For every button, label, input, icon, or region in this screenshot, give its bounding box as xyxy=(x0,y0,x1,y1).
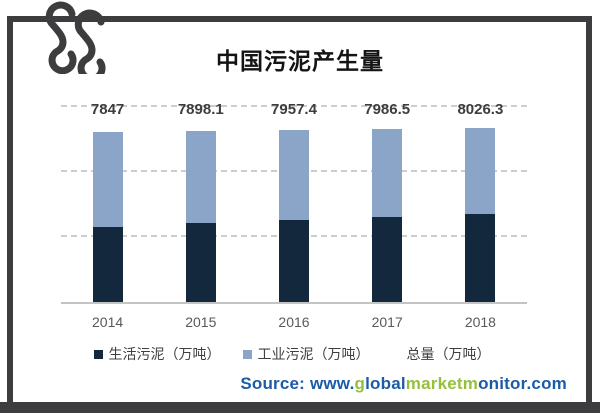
legend: 生活污泥（万吨） 工业污泥（万吨） 总量（万吨） xyxy=(0,344,592,364)
legend-label-2: 总量（万吨） xyxy=(406,346,491,362)
bar-segment-domestic-2015 xyxy=(185,222,216,302)
bar-segment-industrial-2014 xyxy=(92,131,123,227)
bar-segment-domestic-2014 xyxy=(92,226,123,302)
legend-swatch-1 xyxy=(242,349,252,359)
source-segment-1: g xyxy=(354,374,366,393)
chart-title: 中国污泥产生量 xyxy=(216,48,384,74)
total-label-2016: 7957.4 xyxy=(271,101,317,118)
bar-2018 xyxy=(465,128,496,302)
source-segment-0: Source: www. xyxy=(240,374,355,393)
x-axis-line xyxy=(61,302,527,304)
total-label-2018: 8026.3 xyxy=(457,101,504,118)
x-tick-label-2016: 2016 xyxy=(278,314,310,330)
bar-2017 xyxy=(372,128,403,302)
source-segment-2: lobal xyxy=(365,374,406,393)
legend-item-0: 生活污泥（万吨） xyxy=(93,344,221,364)
bar-2015 xyxy=(185,130,216,302)
total-label-2014: 7847 xyxy=(90,101,125,118)
bar-segment-domestic-2017 xyxy=(372,216,403,302)
bar-2014 xyxy=(92,131,123,302)
bar-2016 xyxy=(279,129,309,302)
x-tick-label-2018: 2018 xyxy=(464,314,496,330)
bar-segment-industrial-2018 xyxy=(465,128,496,214)
bar-segment-industrial-2016 xyxy=(279,129,309,220)
x-tick-label-2017: 2017 xyxy=(371,314,403,330)
x-tick-label-2014: 2014 xyxy=(92,314,124,330)
binder-hooks-icon xyxy=(45,1,106,74)
gridline-9000 xyxy=(61,105,527,107)
legend-label-0: 生活污泥（万吨） xyxy=(108,346,221,362)
source-line: Source: www.globalmarketmonitor.com xyxy=(240,374,567,394)
total-label-2017: 7986.5 xyxy=(364,101,411,118)
total-label-2015: 7898.1 xyxy=(177,101,224,118)
legend-item-1: 工业污泥（万吨） xyxy=(242,344,370,364)
plot-area: 7847 2014 7898.1 2015 7957.4 2016 7986.5 2017 80… xyxy=(61,101,527,330)
source-segment-5: onitor.com xyxy=(478,374,567,393)
bar-segment-domestic-2018 xyxy=(465,213,496,302)
legend-swatch-0 xyxy=(93,349,103,359)
bottom-border-bar xyxy=(0,402,600,413)
bar-segment-domestic-2016 xyxy=(279,219,309,302)
bar-segment-industrial-2015 xyxy=(185,130,216,223)
x-tick-label-2015: 2015 xyxy=(185,314,217,330)
bar-segment-industrial-2017 xyxy=(372,128,403,217)
source-segment-4: m xyxy=(462,374,479,393)
legend-label-1: 工业污泥（万吨） xyxy=(257,346,370,362)
source-segment-3: market xyxy=(405,374,463,393)
legend-item-2: 总量（万吨） xyxy=(392,344,491,364)
